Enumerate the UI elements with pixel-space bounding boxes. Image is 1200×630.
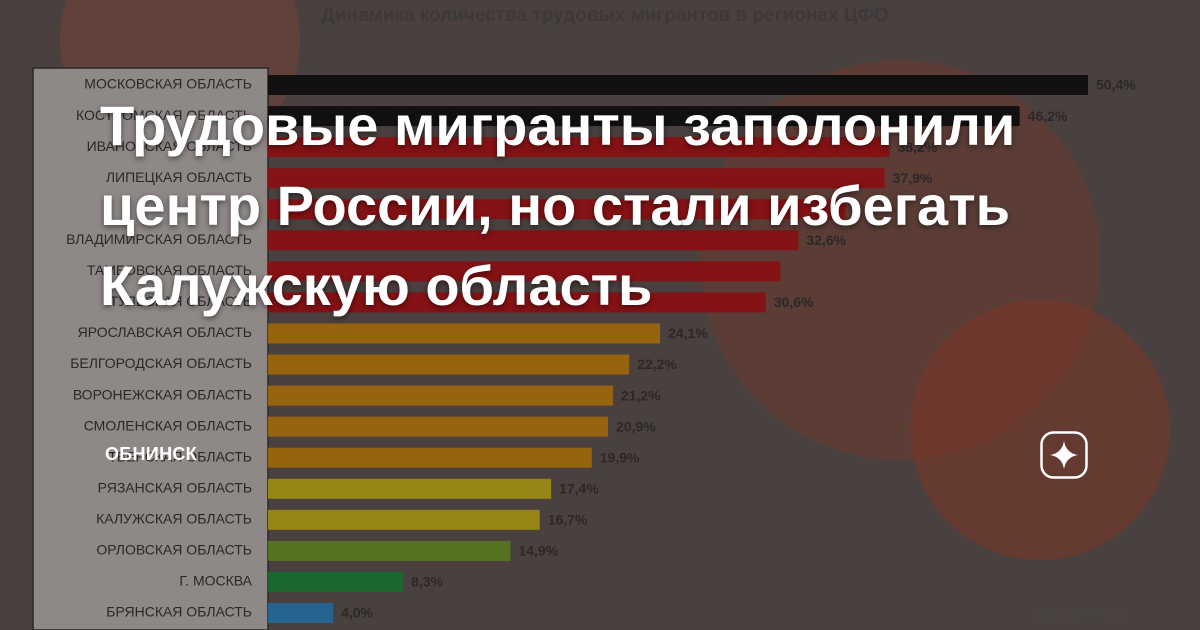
category-label: ЯРОСЛАВСКАЯ ОБЛАСТЬ [78,324,252,340]
bar [268,230,799,251]
category-label: БЕЛГОРОДСКАЯ ОБЛАСТЬ [70,355,252,371]
value-label: 37,9% [893,170,933,186]
value-label: 16,7% [548,512,588,528]
icon-frame [1040,431,1088,479]
bar [268,571,404,592]
category-label: ВОРОНЕЖСКАЯ ОБЛАСТЬ [73,386,252,402]
category-label: ТАМБОВСКАЯ ОБЛАСТЬ [87,262,252,278]
category-label: МОСКОВСКАЯ ОБЛАСТЬ [84,76,252,92]
value-label: 32,6% [806,232,846,248]
bar [268,106,1020,127]
logo: акценты [1032,600,1125,627]
bar [268,137,890,158]
category-label: ТУЛЬСКАЯ ОБЛАСТЬ [110,293,252,309]
chart-title: Динамика количества трудовых мигрантов в… [321,5,888,26]
value-label: 38,2% [898,139,938,155]
bar [268,540,511,561]
category-label: ВЛАДИМИРСКАЯ ОБЛАСТЬ [66,231,252,247]
bar [268,168,885,189]
category-label: СМОЛЕНСКАЯ ОБЛАСТЬ [84,417,252,433]
category-label: РЯЗАНСКАЯ ОБЛАСТЬ [98,479,252,495]
bar [268,478,552,499]
value-label: 14,9% [518,543,558,559]
background-shape [910,300,1170,560]
bar [268,354,630,375]
value-label: 8,3% [411,574,443,590]
category-label: КОСТРОМСКАЯ ОБЛАСТЬ [76,107,252,123]
category-label: Г. МОСКВА [179,573,252,589]
value-label: 21,2% [621,387,661,403]
value-label: 22,2% [637,356,677,372]
icon-star [1050,441,1078,469]
value-label: 30,6% [774,294,814,310]
value-label: 20,9% [616,418,656,434]
value-label: 17,4% [559,480,599,496]
bar [268,509,540,530]
category-label: ТВЕРСКАЯ ОБЛАСТЬ [108,448,252,464]
value-label: 46,2% [1028,108,1068,124]
bar [268,323,661,344]
category-label: ЛИПЕЦКАЯ ОБЛАСТЬ [106,169,252,185]
bar [268,603,334,624]
category-label: ИВАНОВСКАЯ ОБЛАСТЬ [87,138,252,154]
category-label: ОРЛОВСКАЯ ОБЛАСТЬ [96,542,252,558]
star-icon[interactable] [1040,431,1088,479]
bar [268,75,1088,95]
bar [268,199,846,220]
value-label: 19,9% [600,449,640,465]
label-column [32,67,269,630]
bar [268,447,592,468]
value-label: 50,4% [1096,77,1136,93]
bar [268,385,613,406]
bar [268,292,766,313]
headline: Трудовые мигранты заполонили центр Росси… [100,94,1016,317]
value-label: 4,0% [341,605,373,621]
category-label: БРЯНСКАЯ ОБЛАСТЬ [106,604,252,620]
bar [268,416,609,437]
value-label: 24,1% [668,325,708,341]
chart-subtitle: (2022 г. к 2023 г.) [550,33,661,49]
bar [268,261,781,282]
category-label: КАЛУЖСКАЯ ОБЛАСТЬ [96,511,252,527]
city-label: ОБНИНСК [105,444,197,464]
